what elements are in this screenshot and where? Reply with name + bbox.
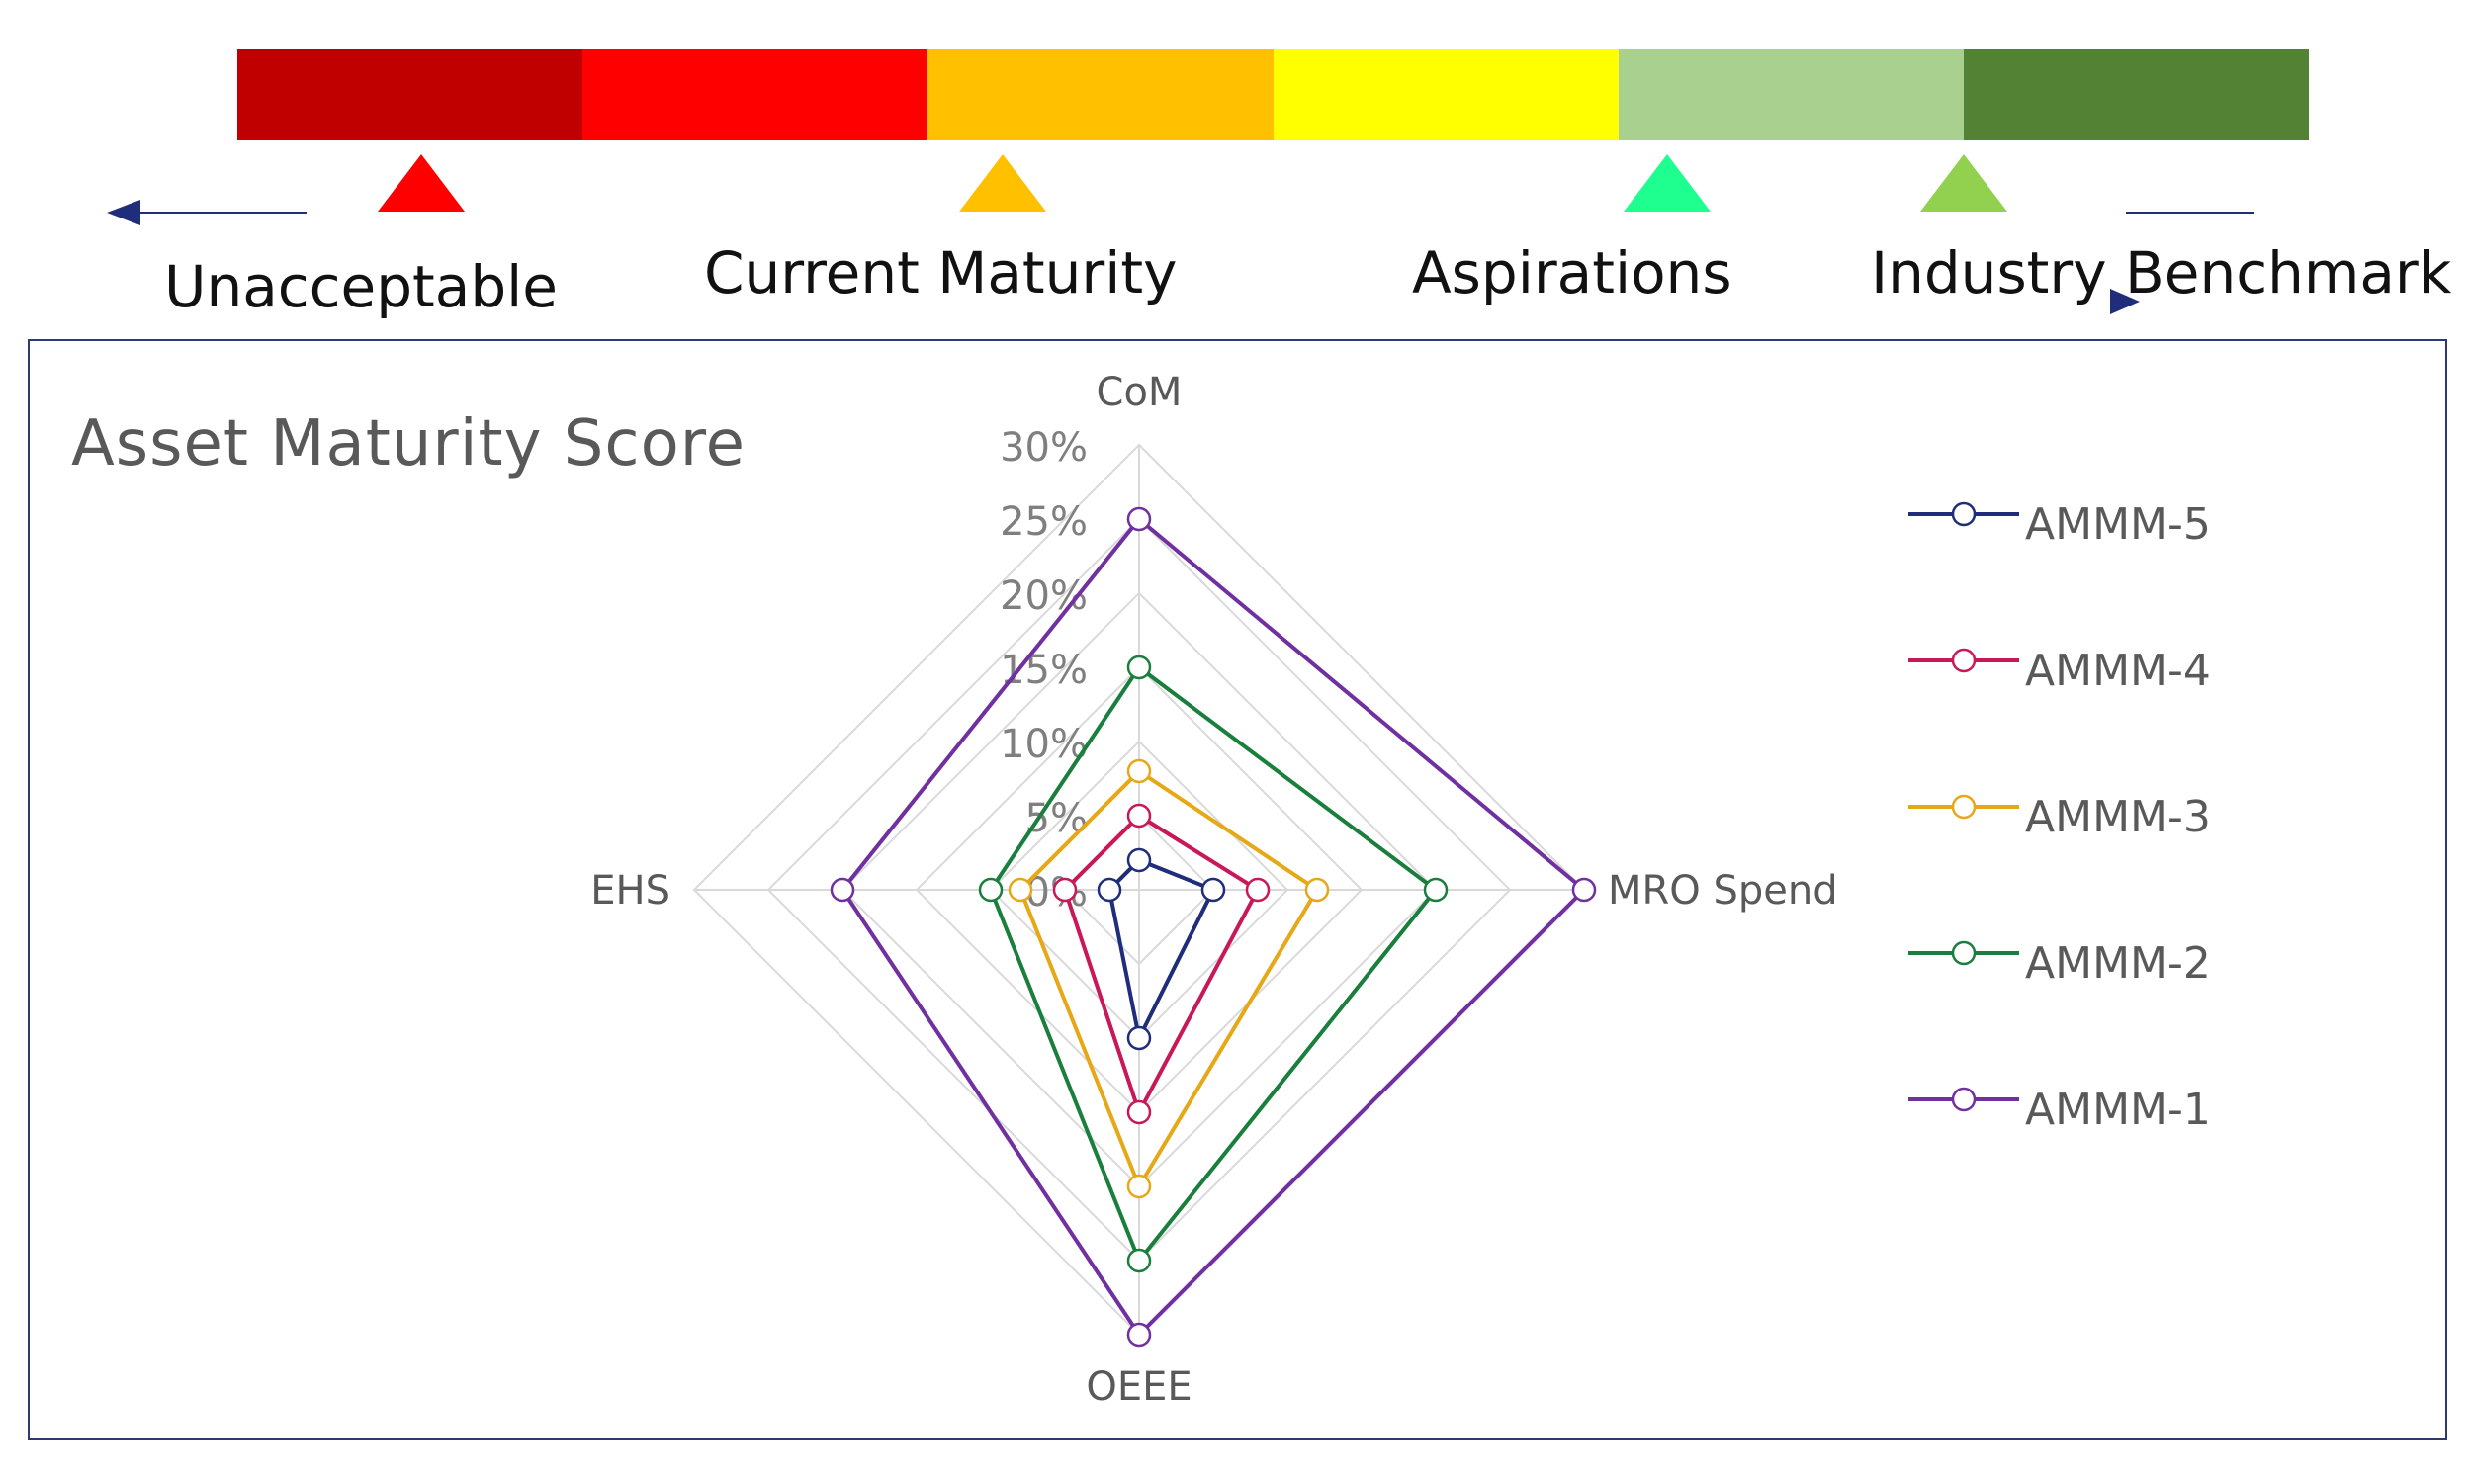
axis-label-ehs: EHS (590, 868, 670, 914)
axis-label-mro-spend: MRO Spend (1608, 868, 1838, 914)
legend-item-ammm-4: AMMM-4 (1908, 631, 2245, 696)
chart-title: Asset Maturity Score (71, 407, 747, 480)
legend-label: AMMM-1 (2025, 1085, 2211, 1135)
data-point-ammm-5 (1126, 1025, 1152, 1051)
arrow-right-icon (2110, 289, 2140, 314)
data-point-ammm-4 (1126, 1099, 1152, 1125)
scale-segment-5 (1618, 49, 1964, 140)
axis-label-oeee: OEEE (1086, 1364, 1192, 1410)
data-point-ammm-3 (1304, 877, 1330, 903)
legend-swatch (1908, 1087, 2019, 1112)
legend-item-ammm-2: AMMM-2 (1908, 923, 2245, 989)
data-point-ammm-4 (1245, 877, 1271, 903)
data-point-ammm-2 (1423, 877, 1449, 903)
marker-industry-benchmark (1920, 154, 2007, 212)
legend-item-ammm-5: AMMM-5 (1908, 484, 2245, 550)
data-point-ammm-1 (830, 877, 855, 903)
label-aspirations: Aspirations (1412, 239, 1732, 306)
legend-item-ammm-1: AMMM-1 (1908, 1070, 2245, 1135)
legend-label: AMMM-3 (2025, 792, 2211, 842)
maturity-scale-bar (237, 49, 2310, 140)
label-current-maturity: Current Maturity (704, 239, 1178, 306)
data-point-ammm-3 (1008, 877, 1033, 903)
chart-frame (28, 339, 2447, 1440)
legend-swatch (1908, 940, 2019, 966)
tick-label: 25% (1000, 499, 1088, 545)
legend-label: AMMM-5 (2025, 499, 2211, 550)
legend-swatch (1908, 648, 2019, 673)
tick-label: 20% (1000, 573, 1088, 619)
legend-label: AMMM-4 (2025, 646, 2211, 696)
tick-label: 30% (1000, 425, 1088, 471)
axis-label-com: CoM (1097, 370, 1183, 415)
scale-segment-2 (582, 49, 928, 140)
label-unacceptable: Unacceptable (164, 253, 558, 320)
scale-segment-6 (1963, 49, 2310, 140)
data-point-ammm-4 (1052, 877, 1078, 903)
label-industry-benchmark: Industry Benchmark (1871, 239, 2452, 306)
marker-unacceptable (378, 154, 465, 212)
scale-segment-4 (1273, 49, 1619, 140)
legend-item-ammm-3: AMMM-3 (1908, 777, 2245, 842)
data-point-ammm-3 (1126, 758, 1152, 784)
data-point-ammm-2 (978, 877, 1004, 903)
legend-swatch (1908, 501, 2019, 527)
data-point-ammm-3 (1126, 1174, 1152, 1199)
arrow-left-line (129, 212, 307, 214)
tick-label: 15% (1000, 648, 1088, 693)
data-point-ammm-2 (1126, 1248, 1152, 1273)
data-point-ammm-5 (1097, 877, 1122, 903)
arrow-right-line (2126, 212, 2254, 214)
marker-aspirations (1624, 154, 1711, 212)
marker-current-maturity (959, 154, 1046, 212)
arrow-left-icon (107, 200, 140, 225)
legend-swatch (1908, 794, 2019, 820)
data-point-ammm-5 (1200, 877, 1226, 903)
data-point-ammm-1 (1126, 506, 1152, 532)
scale-segment-3 (927, 49, 1274, 140)
data-point-ammm-4 (1126, 803, 1152, 829)
scale-segment-1 (237, 49, 583, 140)
legend-label: AMMM-2 (2025, 938, 2211, 989)
data-point-ammm-1 (1126, 1322, 1152, 1348)
data-point-ammm-1 (1571, 877, 1597, 903)
data-point-ammm-2 (1126, 655, 1152, 680)
tick-label: 10% (1000, 722, 1088, 767)
data-point-ammm-5 (1126, 847, 1152, 873)
